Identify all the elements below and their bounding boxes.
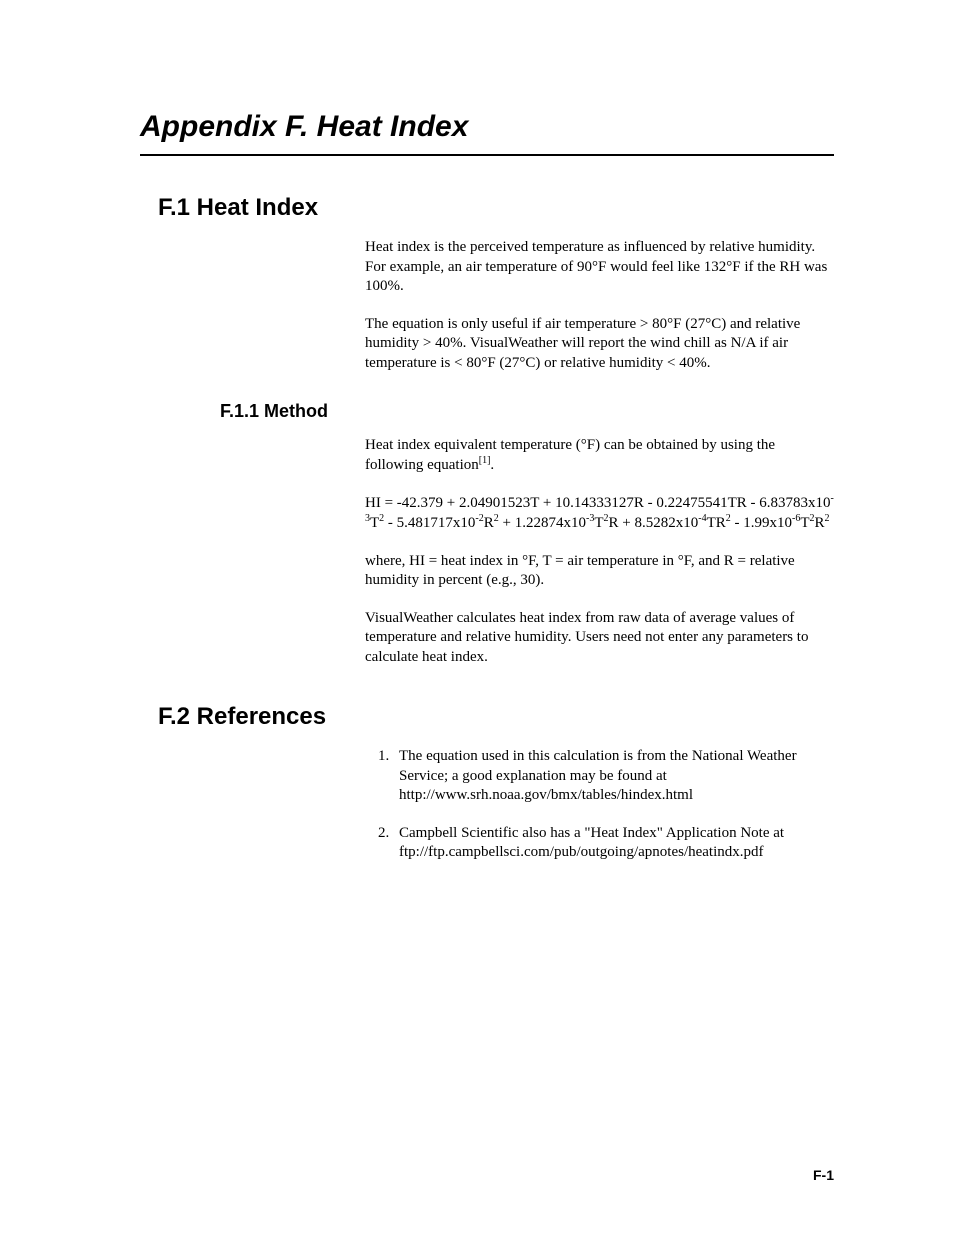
references-list: The equation used in this calculation is… (365, 747, 834, 863)
citation-sup: [1] (479, 455, 491, 466)
eq-sup: 2 (825, 513, 830, 524)
eq-text: + 1.22874x10 (499, 515, 586, 531)
page-number: F-1 (813, 1167, 834, 1183)
paragraph: The equation is only useful if air tempe… (365, 315, 834, 374)
text: Heat index equivalent temperature (°F) c… (365, 437, 775, 473)
eq-text: - 1.99x10 (731, 515, 792, 531)
text: . (490, 457, 494, 473)
eq-sup: -2 (475, 513, 483, 524)
reference-item: The equation used in this calculation is… (393, 747, 834, 806)
eq-text: R (815, 515, 825, 531)
paragraph: Heat index is the perceived temperature … (365, 238, 834, 297)
paragraph: where, HI = heat index in °F, T = air te… (365, 552, 834, 591)
equation: HI = -42.379 + 2.04901523T + 10.14333127… (365, 493, 834, 534)
paragraph: VisualWeather calculates heat index from… (365, 609, 834, 668)
eq-text: T (800, 515, 809, 531)
paragraph: Heat index equivalent temperature (°F) c… (365, 436, 834, 475)
eq-text: HI = -42.379 + 2.04901523T + 10.14333127… (365, 495, 831, 511)
eq-text: T (594, 515, 603, 531)
eq-text: R (484, 515, 494, 531)
section-f1-heading: F.1 Heat Index (158, 194, 834, 222)
eq-text: - 5.481717x10 (384, 515, 475, 531)
section-f1-body: Heat index is the perceived temperature … (365, 238, 834, 373)
eq-text: R + 8.5282x10 (609, 515, 699, 531)
section-f2-heading: F.2 References (158, 703, 834, 731)
eq-text: TR (707, 515, 726, 531)
eq-sup: -4 (698, 513, 706, 524)
reference-item: Campbell Scientific also has a "Heat Ind… (393, 824, 834, 863)
appendix-title: Appendix F. Heat Index (140, 110, 834, 156)
section-f11-heading: F.1.1 Method (220, 401, 834, 422)
eq-text: T (370, 515, 379, 531)
section-f11-body: Heat index equivalent temperature (°F) c… (365, 436, 834, 667)
